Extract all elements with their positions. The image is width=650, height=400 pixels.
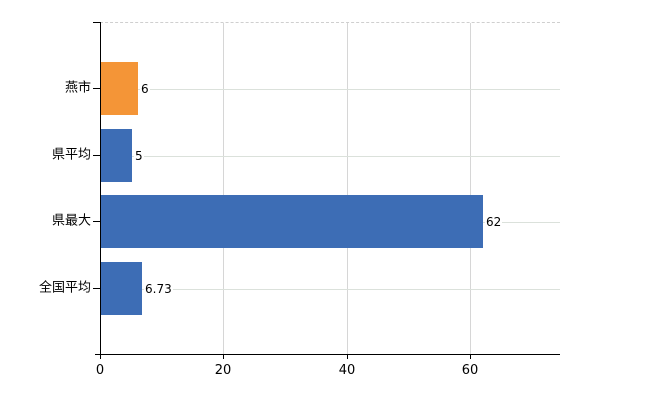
plot-area: 6 5 62 6.73 <box>100 22 560 355</box>
y-axis-tick <box>93 88 100 89</box>
y-axis-top-tick <box>93 22 101 23</box>
x-axis-line <box>95 354 560 355</box>
x-axis-tick-label: 20 <box>214 363 232 378</box>
bar-value-label: 5 <box>134 149 144 163</box>
bar <box>101 195 483 248</box>
y-axis-tick <box>93 155 100 156</box>
bar <box>101 129 132 182</box>
vertical-gridline <box>347 23 348 355</box>
x-axis-tick-label: 0 <box>95 363 105 378</box>
horizontal-gridline <box>100 156 560 157</box>
x-axis-tick <box>100 354 101 359</box>
vertical-gridline <box>223 23 224 355</box>
category-label: 燕市 <box>64 80 91 96</box>
x-axis-tick-label: 60 <box>461 363 479 378</box>
x-axis-tick <box>347 354 348 359</box>
bar <box>101 62 138 115</box>
bar-value-label: 6 <box>140 82 150 96</box>
x-axis-tick <box>223 354 224 359</box>
bar <box>101 262 142 315</box>
x-axis-tick <box>470 354 471 359</box>
vertical-gridline <box>470 23 471 355</box>
horizontal-gridline <box>100 289 560 290</box>
horizontal-gridline <box>100 89 560 90</box>
category-label: 県平均 <box>51 147 91 163</box>
bar-value-label: 62 <box>485 215 503 229</box>
x-axis-tick-label: 40 <box>338 363 356 378</box>
category-label: 県最大 <box>51 213 91 229</box>
y-axis-line <box>100 22 101 355</box>
bar-value-label: 6.73 <box>144 282 173 296</box>
y-axis-tick <box>93 288 100 289</box>
category-label: 全国平均 <box>38 280 91 296</box>
y-axis-tick <box>93 221 100 222</box>
